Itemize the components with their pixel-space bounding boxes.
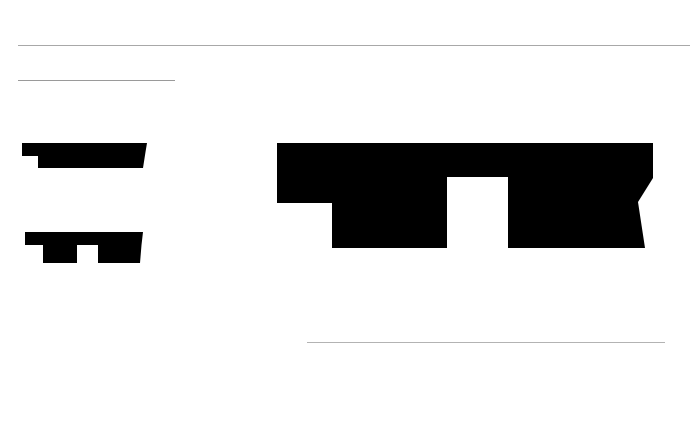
international-hall-shape: [277, 143, 508, 248]
domestic-hall-shape: [508, 143, 653, 248]
international-hall-header: [265, 109, 395, 110]
levels-section-divider: [18, 80, 175, 81]
level1-thumbnail-shape: [25, 232, 143, 263]
header-divider: [18, 45, 690, 46]
legend-title: [307, 330, 312, 339]
legend-divider: [307, 342, 665, 343]
domestic-hall-header: [508, 109, 633, 110]
level2-thumbnail-shape: [22, 143, 147, 168]
